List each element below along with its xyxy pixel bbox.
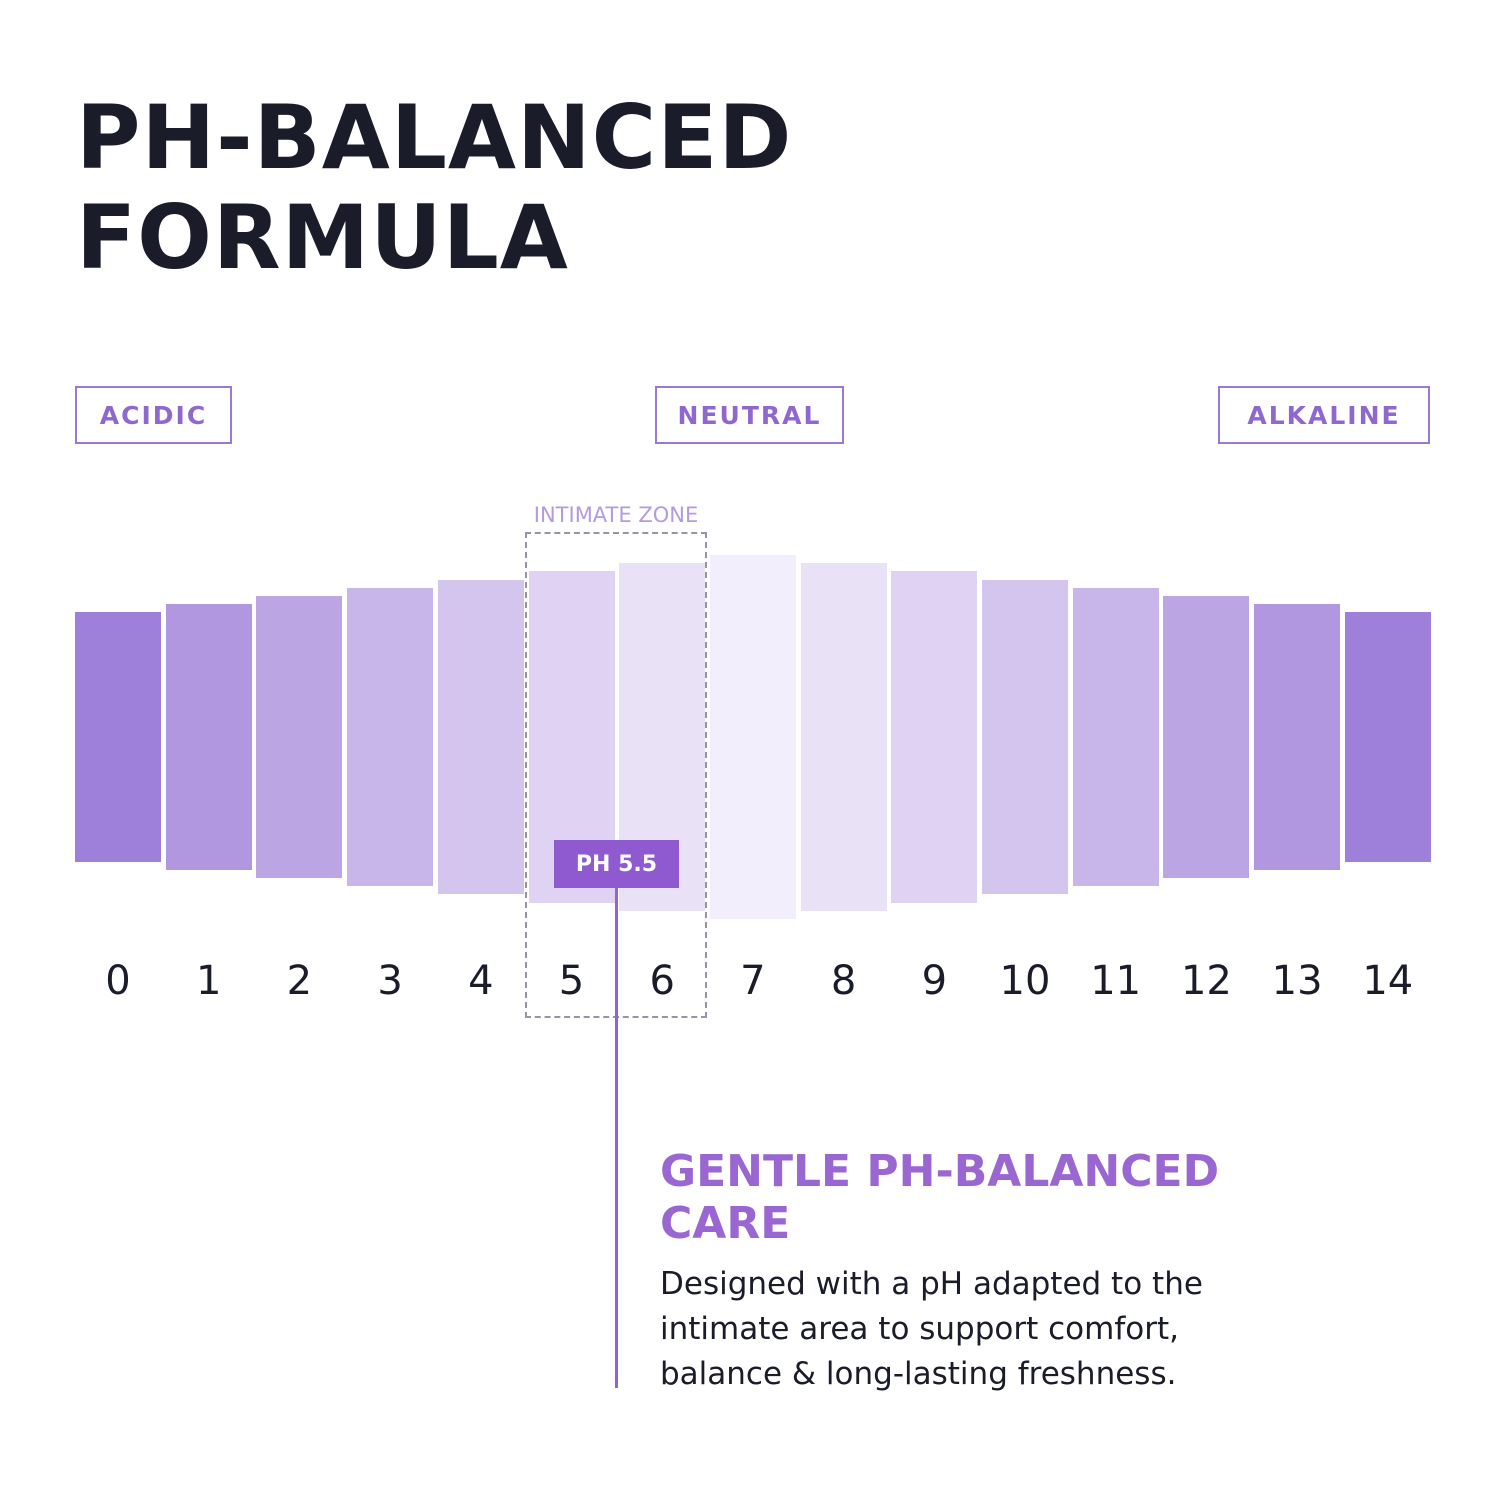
ph-bar-3 bbox=[347, 587, 434, 887]
ph-tick-10: 10 bbox=[999, 958, 1051, 1004]
ph-tick-14: 14 bbox=[1362, 958, 1414, 1004]
ph-scale: 0 1 2 3 4 5 6 7 8 9 10 11 12 13 14 bbox=[75, 555, 1431, 1004]
care-description-line-1: Designed with a pH adapted to the bbox=[660, 1266, 1203, 1302]
ph-bar-2 bbox=[256, 596, 343, 878]
ph-bar-7 bbox=[709, 555, 796, 919]
ph-marker-badge: PH 5.5 bbox=[554, 840, 679, 888]
ph-bar-1 bbox=[165, 604, 252, 870]
ph-tick-0: 0 bbox=[105, 958, 131, 1004]
title-line-1: PH-BALANCED bbox=[76, 86, 793, 189]
ph-bar-4 bbox=[437, 579, 524, 895]
ph-tick-3: 3 bbox=[377, 958, 403, 1004]
care-description: Designed with a pH adapted to the intima… bbox=[660, 1262, 1380, 1397]
care-description-line-2: intimate area to support comfort, bbox=[660, 1311, 1179, 1347]
neutral-label: NEUTRAL bbox=[655, 386, 844, 444]
ph-tick-11: 11 bbox=[1090, 958, 1142, 1004]
ph-tick-7: 7 bbox=[740, 958, 766, 1004]
ph-tick-8: 8 bbox=[830, 958, 857, 1004]
ph-bar-12 bbox=[1163, 596, 1250, 878]
acidic-label: ACIDIC bbox=[75, 386, 232, 444]
intimate-zone-label: INTIMATE ZONE bbox=[533, 503, 699, 527]
care-heading: GENTLE PH-BALANCED CARE bbox=[660, 1146, 1380, 1250]
ph-bar-14 bbox=[1344, 612, 1431, 862]
ph-tick-12: 12 bbox=[1180, 958, 1232, 1004]
ph-tick-1: 1 bbox=[195, 958, 222, 1004]
alkaline-label: ALKALINE bbox=[1218, 386, 1430, 444]
ph-bar-13 bbox=[1254, 604, 1341, 870]
page-title: PH-BALANCED FORMULA bbox=[76, 88, 792, 288]
care-description-line-3: balance & long-lasting freshness. bbox=[660, 1356, 1177, 1392]
care-heading-line-1: GENTLE PH-BALANCED bbox=[660, 1146, 1220, 1197]
ph-bar-0 bbox=[75, 612, 161, 862]
ph-bar-9 bbox=[891, 571, 978, 903]
ph-tick-2: 2 bbox=[286, 958, 313, 1004]
ph-bar-11 bbox=[1072, 587, 1159, 887]
ph-bar-10 bbox=[982, 579, 1068, 895]
ph-marker-line bbox=[615, 886, 618, 1388]
ph-bar-8 bbox=[800, 563, 887, 911]
ph-tick-4: 4 bbox=[468, 958, 494, 1004]
ph-tick-5: 5 bbox=[558, 958, 585, 1004]
ph-tick-6: 6 bbox=[649, 958, 675, 1004]
ph-tick-9: 9 bbox=[921, 958, 948, 1004]
care-heading-line-2: CARE bbox=[660, 1198, 791, 1249]
ph-tick-13: 13 bbox=[1271, 958, 1323, 1004]
title-line-2: FORMULA bbox=[76, 186, 569, 289]
